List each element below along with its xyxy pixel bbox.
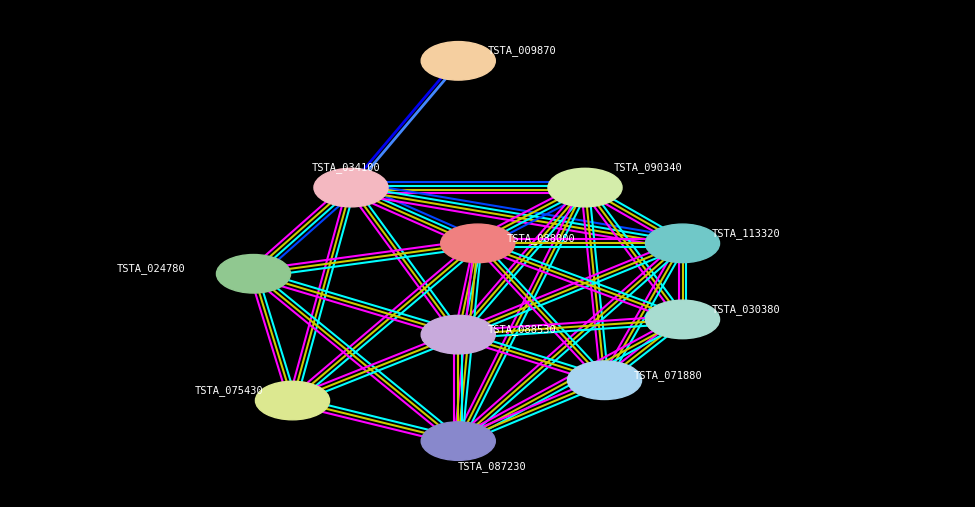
Circle shape [255, 381, 330, 420]
Text: TSTA_113320: TSTA_113320 [712, 228, 781, 239]
Circle shape [421, 422, 495, 460]
Circle shape [567, 361, 642, 400]
Circle shape [216, 255, 291, 293]
Text: TSTA_071880: TSTA_071880 [634, 370, 703, 381]
Text: TSTA_030380: TSTA_030380 [712, 304, 781, 315]
Text: TSTA_009870: TSTA_009870 [488, 45, 557, 56]
Text: TSTA_034100: TSTA_034100 [312, 162, 381, 173]
Text: TSTA_088000: TSTA_088000 [507, 233, 576, 244]
Circle shape [645, 224, 720, 263]
Text: TSTA_024780: TSTA_024780 [117, 263, 186, 274]
Text: TSTA_087230: TSTA_087230 [458, 461, 527, 472]
Circle shape [314, 168, 388, 207]
Text: TSTA_075430: TSTA_075430 [195, 385, 264, 396]
Circle shape [421, 315, 495, 354]
Text: TSTA_090340: TSTA_090340 [614, 162, 683, 173]
Circle shape [548, 168, 622, 207]
Text: TSTA_088530: TSTA_088530 [488, 324, 557, 335]
Circle shape [421, 42, 495, 80]
Circle shape [645, 300, 720, 339]
Circle shape [441, 224, 515, 263]
